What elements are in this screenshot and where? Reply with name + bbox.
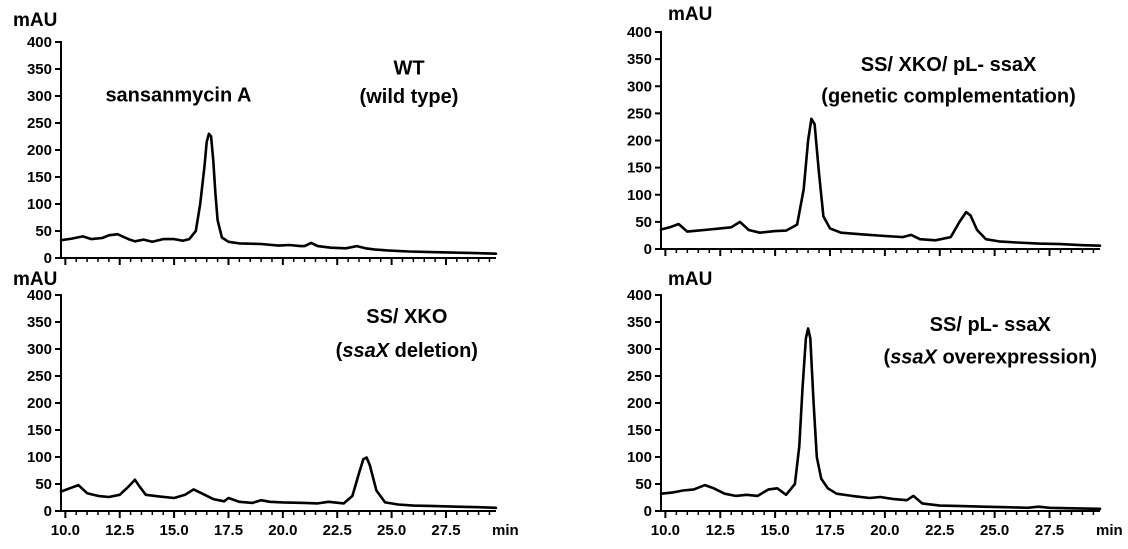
chromatogram-trace bbox=[659, 327, 1102, 511]
x-tick-label: 12.5 bbox=[706, 522, 735, 539]
x-tick-label: 15.0 bbox=[761, 522, 790, 539]
chromatogram-trace bbox=[59, 132, 498, 255]
y-tick-label: 400 bbox=[627, 24, 652, 41]
y-tick-label: 400 bbox=[27, 287, 52, 304]
y-tick-label: 0 bbox=[644, 241, 652, 258]
x-axis-label: min bbox=[1096, 522, 1123, 539]
x-tick-label: 17.5 bbox=[815, 522, 844, 539]
y-tick-label: 400 bbox=[27, 34, 52, 51]
y-tick-label: 200 bbox=[27, 395, 52, 412]
x-axis-label: min bbox=[492, 522, 519, 539]
y-tick-label: 150 bbox=[627, 160, 652, 177]
y-tick-label: 300 bbox=[627, 78, 652, 95]
annotation-label: SS/ XKO bbox=[366, 306, 447, 328]
annotation-label: (ssaX deletion) bbox=[336, 340, 478, 362]
y-tick-label: 50 bbox=[635, 476, 652, 493]
y-tick-label: 50 bbox=[35, 476, 52, 493]
annotation-label: (ssaX overexpression) bbox=[884, 347, 1097, 369]
x-tick-label: 25.0 bbox=[377, 522, 406, 539]
chart-panel-wt: 0 50 100 150 200 250 300 350 400 mAU sansanmycin A… bbox=[13, 10, 498, 267]
y-tick-label: 100 bbox=[627, 449, 652, 466]
chart-panel-complementation: 0 50 100 150 200 250 300 350 400 mAU SS/ XKO/ pL- … bbox=[627, 4, 1102, 258]
y-tick-label: 150 bbox=[27, 169, 52, 186]
x-tick-label: 15.0 bbox=[159, 522, 188, 539]
y-tick-label: 150 bbox=[27, 422, 52, 439]
y-tick-label: 100 bbox=[27, 449, 52, 466]
y-tick-label: 250 bbox=[627, 368, 652, 385]
x-tick-label: 20.0 bbox=[870, 522, 899, 539]
y-tick-label: 350 bbox=[27, 61, 52, 78]
annotation-label: WT bbox=[393, 57, 424, 79]
annotation-label: (wild type) bbox=[360, 86, 459, 108]
x-tick-label: 22.5 bbox=[925, 522, 954, 539]
y-tick-label: 200 bbox=[627, 395, 652, 412]
y-tick-label: 350 bbox=[627, 314, 652, 331]
y-tick-label: 100 bbox=[627, 187, 652, 204]
y-axis-label: mAU bbox=[13, 269, 57, 290]
y-tick-label: 50 bbox=[635, 214, 652, 231]
x-tick-label: 17.5 bbox=[214, 522, 243, 539]
y-tick-label: 50 bbox=[35, 223, 52, 240]
y-tick-label: 250 bbox=[627, 105, 652, 122]
y-tick-label: 0 bbox=[44, 503, 52, 520]
y-tick-label: 300 bbox=[27, 88, 52, 105]
y-tick-label: 200 bbox=[27, 142, 52, 159]
annotation-label: sansanmycin A bbox=[105, 84, 251, 106]
y-tick-label: 200 bbox=[627, 133, 652, 150]
x-tick-label: 10.0 bbox=[651, 522, 680, 539]
chromatogram-trace bbox=[659, 117, 1102, 247]
annotation-label: (genetic complementation) bbox=[821, 86, 1075, 108]
y-tick-label: 0 bbox=[644, 503, 652, 520]
y-tick-label: 100 bbox=[27, 196, 52, 213]
x-tick-label: 12.5 bbox=[105, 522, 134, 539]
y-axis-label: mAU bbox=[668, 269, 712, 290]
chromatogram-trace bbox=[59, 456, 498, 510]
y-tick-label: 350 bbox=[627, 51, 652, 68]
y-tick-label: 250 bbox=[27, 368, 52, 385]
y-tick-label: 350 bbox=[27, 314, 52, 331]
y-tick-label: 300 bbox=[627, 341, 652, 358]
y-tick-label: 300 bbox=[27, 341, 52, 358]
y-tick-label: 400 bbox=[627, 287, 652, 304]
y-tick-label: 250 bbox=[27, 115, 52, 132]
x-tick-label: 20.0 bbox=[268, 522, 297, 539]
x-tick-label: 10.0 bbox=[51, 522, 80, 539]
annotation-label: SS/ pL- ssaX bbox=[930, 314, 1052, 336]
y-tick-label: 150 bbox=[627, 422, 652, 439]
y-tick-label: 0 bbox=[44, 250, 52, 267]
annotation-label: SS/ XKO/ pL- ssaX bbox=[861, 54, 1037, 76]
y-axis-label: mAU bbox=[668, 4, 712, 25]
y-axis-label: mAU bbox=[13, 10, 57, 31]
x-tick-label: 22.5 bbox=[323, 522, 352, 539]
x-tick-label: 25.0 bbox=[980, 522, 1009, 539]
chart-panel-overexpression: 0 50 100 150 200 250 300 350 400 mAU 10.0 12.5 15.0 1… bbox=[627, 269, 1123, 539]
x-tick-label: 27.5 bbox=[1035, 522, 1064, 539]
x-tick-label: 27.5 bbox=[431, 522, 460, 539]
